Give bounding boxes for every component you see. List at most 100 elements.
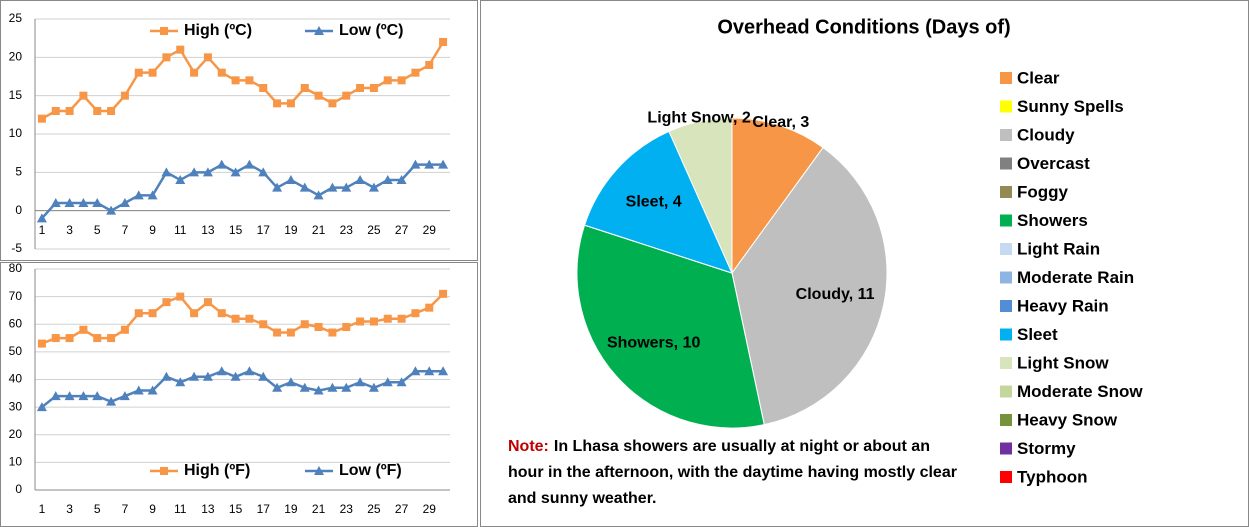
marker <box>299 382 310 392</box>
marker <box>134 309 143 318</box>
x-tick-label: 23 <box>340 502 354 516</box>
marker <box>119 391 130 401</box>
x-tick-label: 3 <box>66 223 73 237</box>
marker <box>37 114 46 123</box>
data-label: Sleet, 4 <box>626 194 682 211</box>
marker <box>369 84 378 92</box>
marker <box>64 391 75 401</box>
legend-label: High (ºC) <box>184 22 252 39</box>
marker <box>328 99 337 108</box>
marker <box>258 371 269 381</box>
marker <box>342 323 351 332</box>
marker <box>51 334 60 343</box>
marker <box>411 68 420 77</box>
marker <box>286 99 295 108</box>
marker <box>313 385 324 395</box>
marker <box>92 198 103 207</box>
marker <box>285 175 296 184</box>
y-tick-label: 20 <box>9 427 23 441</box>
marker <box>133 190 144 200</box>
x-tick-label: 23 <box>340 223 354 237</box>
legend-label: Heavy Snow <box>1017 410 1118 429</box>
marker <box>147 385 158 395</box>
legend-swatch <box>1000 186 1012 198</box>
data-label: Light Snow, 2 <box>647 110 751 127</box>
marker <box>342 91 351 100</box>
x-tick-label: 19 <box>284 223 298 237</box>
marker <box>397 314 406 323</box>
y-tick-label: 15 <box>9 88 23 102</box>
marker <box>106 396 117 406</box>
marker <box>313 190 324 200</box>
legend-swatch <box>1000 471 1012 483</box>
legend-label: Light Snow <box>1017 353 1109 372</box>
panel-border <box>0 262 478 527</box>
marker <box>259 84 268 92</box>
marker <box>78 198 89 207</box>
marker <box>93 107 102 115</box>
marker <box>369 317 378 326</box>
marker <box>245 314 254 323</box>
x-tick-label: 15 <box>229 502 243 516</box>
y-tick-label: 50 <box>9 344 23 358</box>
marker <box>425 61 434 69</box>
data-label: Showers, 10 <box>607 335 700 352</box>
legend-label: Sunny Spells <box>1017 97 1124 116</box>
marker <box>51 107 60 115</box>
marker <box>203 53 212 62</box>
legend-label: Stormy <box>1017 439 1076 458</box>
marker <box>190 68 199 77</box>
marker <box>382 377 393 387</box>
marker <box>79 325 88 334</box>
marker <box>341 382 352 392</box>
legend-swatch <box>1000 442 1012 455</box>
legend-swatch <box>1000 214 1012 227</box>
legend-label: Overcast <box>1017 154 1090 173</box>
marker <box>356 317 365 326</box>
marker <box>230 167 241 177</box>
marker <box>217 309 226 318</box>
x-tick-label: 13 <box>201 223 215 237</box>
x-tick-label: 5 <box>94 502 101 516</box>
legend-label: Heavy Rain <box>1017 296 1109 315</box>
marker <box>425 303 434 312</box>
marker <box>300 320 309 329</box>
marker <box>161 371 172 381</box>
legend-swatch <box>1000 357 1012 369</box>
x-tick-label: 7 <box>122 502 129 516</box>
legend-swatch <box>1000 385 1012 398</box>
marker <box>299 182 310 192</box>
marker <box>410 366 421 376</box>
legend-swatch <box>1000 157 1012 170</box>
marker <box>64 198 75 207</box>
line <box>40 163 444 220</box>
marker <box>231 314 240 323</box>
note-text: In Lhasa showers are usually at night or… <box>508 438 957 507</box>
x-tick-label: 11 <box>174 223 187 237</box>
marker <box>286 328 295 337</box>
marker <box>92 391 103 401</box>
marker <box>36 402 47 412</box>
y-tick-label: 10 <box>9 455 23 469</box>
marker <box>244 159 255 169</box>
legend-swatch <box>1000 129 1012 141</box>
marker <box>300 84 309 92</box>
pie-slice <box>583 130 733 274</box>
marker <box>50 198 61 207</box>
x-tick-label: 15 <box>229 223 243 237</box>
marker <box>383 314 392 323</box>
x-tick-label: 5 <box>94 223 101 237</box>
marker <box>341 182 352 192</box>
legend-swatch <box>1000 243 1012 255</box>
marker <box>258 167 269 177</box>
marker <box>189 371 200 381</box>
marker <box>216 366 227 376</box>
x-tick-label: 7 <box>122 223 129 237</box>
marker <box>202 371 213 381</box>
x-tick-label: 9 <box>149 223 156 237</box>
note-label: Note: <box>508 438 549 455</box>
marker <box>65 334 74 343</box>
y-tick-label: -5 <box>11 241 22 255</box>
data-label: Cloudy, 11 <box>796 286 875 303</box>
